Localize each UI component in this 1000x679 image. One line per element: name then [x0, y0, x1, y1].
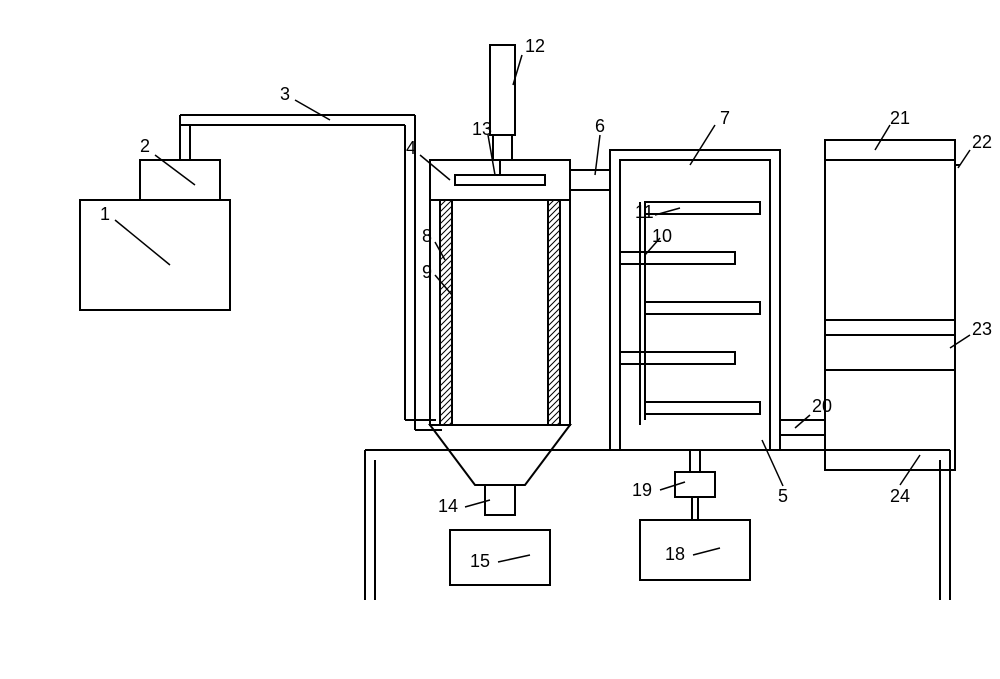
label-6: 6: [595, 116, 605, 136]
label-10: 10: [652, 226, 672, 246]
leader-l14: [465, 500, 490, 507]
label-8: 8: [422, 226, 432, 246]
leader-l1: [115, 220, 170, 265]
label-7: 7: [720, 108, 730, 128]
leader-l23: [950, 335, 970, 348]
leader-lines: [115, 55, 970, 562]
label-12: 12: [525, 36, 545, 56]
leader-l18: [693, 548, 720, 555]
leader-l20: [795, 415, 810, 428]
label-1: 1: [100, 204, 110, 224]
label-13: 13: [472, 119, 492, 139]
label-19: 19: [632, 480, 652, 500]
label-20: 20: [812, 396, 832, 416]
label-11: 11: [635, 202, 654, 222]
label-2: 2: [140, 136, 150, 156]
leader-l21: [875, 125, 890, 150]
leader-l22: [958, 150, 970, 168]
label-15: 15: [470, 551, 490, 571]
label-5: 5: [778, 486, 788, 506]
label-18: 18: [665, 544, 685, 564]
leader-l3: [295, 100, 330, 120]
shapes: [80, 45, 960, 600]
label-22: 22: [972, 132, 992, 152]
engineering-diagram: 12345678910111213141518192021222324: [20, 20, 1000, 659]
label-24: 24: [890, 486, 910, 506]
leader-l15: [498, 555, 530, 562]
label-14: 14: [438, 496, 458, 516]
label-21: 21: [890, 108, 910, 128]
label-3: 3: [280, 84, 290, 104]
label-23: 23: [972, 319, 992, 339]
label-9: 9: [422, 262, 432, 282]
labels: 12345678910111213141518192021222324: [100, 36, 992, 571]
leader-l19: [660, 482, 685, 490]
leader-l4: [420, 155, 450, 180]
label-4: 4: [406, 138, 416, 158]
